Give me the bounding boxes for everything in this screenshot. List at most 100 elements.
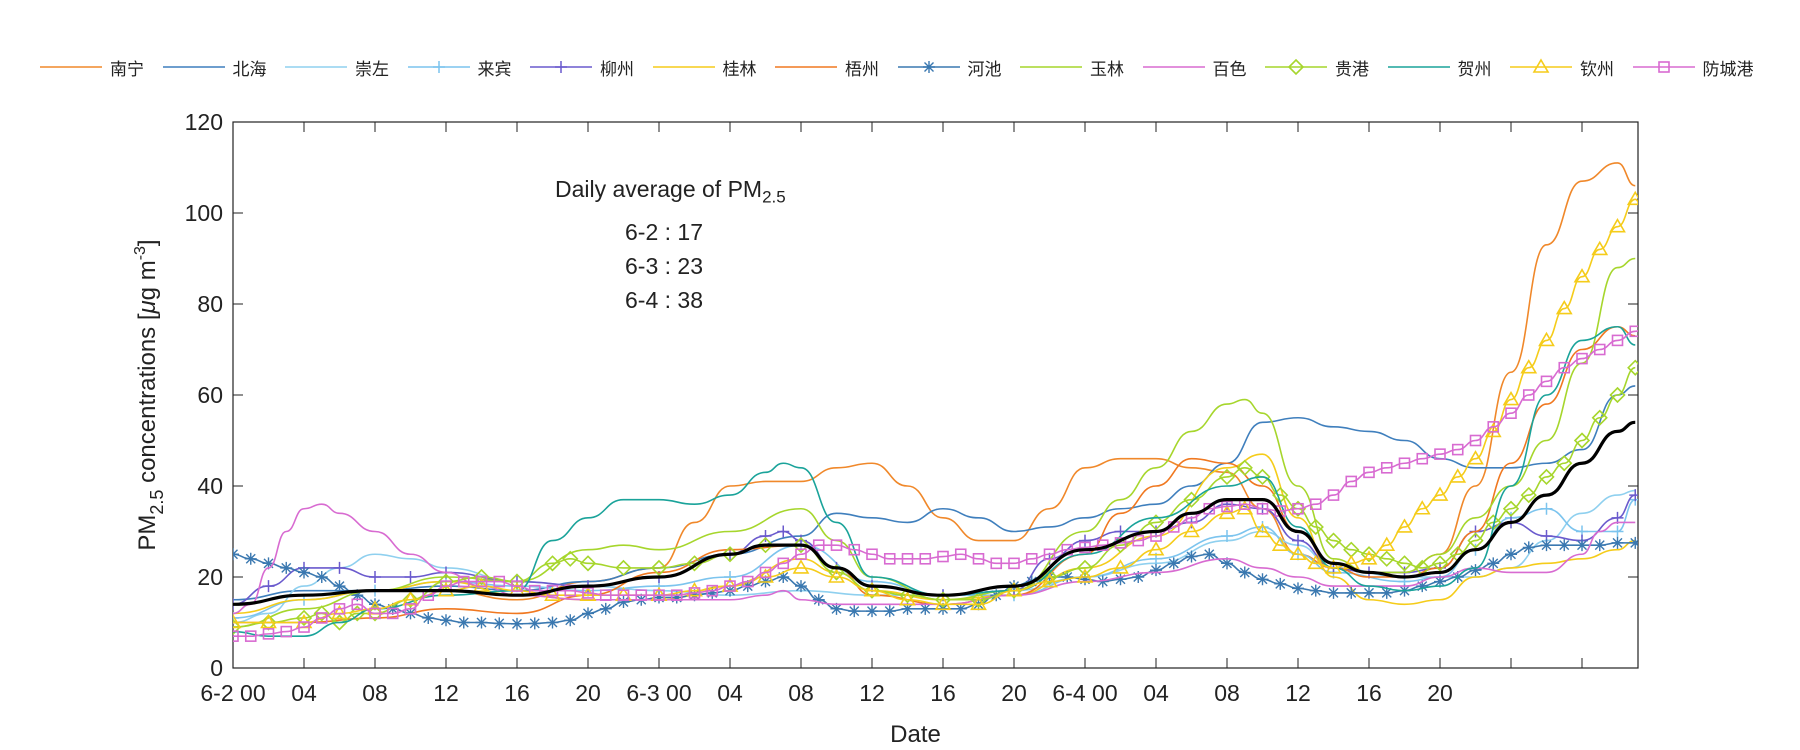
- data-point: [812, 593, 825, 606]
- data-point: [1380, 461, 1393, 474]
- legend-label: 北海: [232, 60, 267, 80]
- data-point: [1532, 58, 1550, 73]
- data-point: [866, 548, 878, 561]
- data-point: [262, 580, 275, 593]
- data-point: [1236, 500, 1254, 515]
- x-tick-label: 6-2 00: [200, 680, 265, 706]
- x-tick-label: 08: [1214, 680, 1240, 706]
- data-point: [1629, 536, 1638, 549]
- data-point: [828, 564, 845, 581]
- legend-swatch: [1632, 61, 1695, 73]
- x-tick-label: 12: [433, 680, 459, 706]
- data-point: [1626, 190, 1638, 206]
- data-point: [1112, 559, 1129, 574]
- legend-swatch: [775, 66, 837, 68]
- series-8: [233, 257, 1636, 628]
- data-point: [313, 605, 330, 622]
- legend-swatch: [897, 61, 960, 73]
- data-point: [1363, 586, 1375, 599]
- data-point: [1576, 352, 1588, 365]
- data-point: [1593, 343, 1606, 356]
- data-point: [1238, 566, 1251, 579]
- data-point: [1041, 572, 1058, 588]
- x-tick-label: 20: [1427, 680, 1453, 706]
- data-point: [1573, 432, 1591, 449]
- series-0: [233, 162, 1636, 606]
- series-6: [233, 325, 1636, 624]
- legend-swatch: [1020, 66, 1082, 68]
- data-point: [650, 559, 668, 577]
- data-point: [1363, 466, 1375, 479]
- data-point: [295, 609, 313, 627]
- data-point: [1325, 532, 1342, 549]
- data-point: [1609, 218, 1626, 233]
- y-tick-label: 120: [185, 109, 223, 135]
- data-point: [954, 602, 967, 615]
- data-point: [1449, 468, 1467, 483]
- data-point: [422, 611, 435, 624]
- data-point: [1061, 571, 1074, 583]
- data-point: [848, 543, 861, 556]
- legend-swatch: [1142, 66, 1205, 68]
- data-point: [1538, 331, 1555, 347]
- data-point: [1487, 421, 1500, 433]
- x-axis-title: Date: [890, 721, 941, 748]
- data-point: [741, 575, 754, 588]
- data-point: [1538, 468, 1555, 486]
- data-point: [386, 607, 399, 620]
- y-axis-title: PM2.5 concentrations [μg m-3]: [132, 239, 167, 550]
- data-point: [670, 589, 683, 602]
- data-point: [922, 61, 935, 73]
- data-point: [617, 596, 630, 609]
- data-point: [1345, 475, 1358, 488]
- data-point: [883, 552, 896, 565]
- data-point: [1287, 58, 1305, 76]
- data-point: [828, 568, 845, 583]
- data-point: [1593, 539, 1606, 552]
- data-point: [1360, 546, 1378, 563]
- data-point: [1555, 299, 1573, 315]
- annotation-line-6-3: 6-3 : 23: [625, 252, 703, 279]
- data-point: [511, 617, 523, 630]
- data-point: [1431, 486, 1449, 501]
- data-point: [1114, 573, 1127, 586]
- data-point: [1292, 582, 1304, 595]
- legend-swatch: [162, 66, 225, 68]
- data-point: [1183, 522, 1200, 538]
- y-tick-label: 80: [197, 291, 223, 317]
- data-point: [686, 582, 703, 597]
- x-tick-label: 6-4 00: [1052, 680, 1117, 706]
- legend-label: 百色: [1212, 60, 1247, 80]
- x-tick-label: 16: [930, 680, 956, 706]
- y-tick-label: 40: [197, 473, 223, 499]
- data-point: [1256, 573, 1269, 586]
- data-point: [280, 625, 293, 638]
- data-point: [315, 612, 328, 624]
- data-point: [1398, 457, 1411, 470]
- data-point: [706, 584, 719, 597]
- legend-label: 柳州: [600, 60, 634, 80]
- data-point: [582, 587, 594, 599]
- data-point: [1520, 359, 1538, 374]
- data-point: [777, 525, 790, 538]
- legend-label: 来宾: [477, 60, 512, 80]
- data-point: [1221, 500, 1233, 513]
- data-point: [757, 537, 774, 554]
- data-point: [544, 586, 561, 601]
- data-point: [1522, 541, 1535, 554]
- annotation-line-6-4: 6-4 : 38: [625, 286, 703, 313]
- data-point: [901, 602, 914, 615]
- data-point: [1150, 564, 1162, 577]
- data-point: [233, 613, 242, 629]
- series-line: [233, 162, 1636, 606]
- data-point: [1221, 557, 1233, 570]
- data-point: [298, 621, 310, 633]
- data-point: [1076, 568, 1094, 583]
- data-point: [511, 580, 523, 592]
- data-point: [1327, 489, 1340, 501]
- data-point: [792, 559, 810, 574]
- data-point: [863, 582, 881, 597]
- data-point: [934, 591, 952, 608]
- data-point: [863, 582, 881, 599]
- data-point: [1378, 536, 1396, 551]
